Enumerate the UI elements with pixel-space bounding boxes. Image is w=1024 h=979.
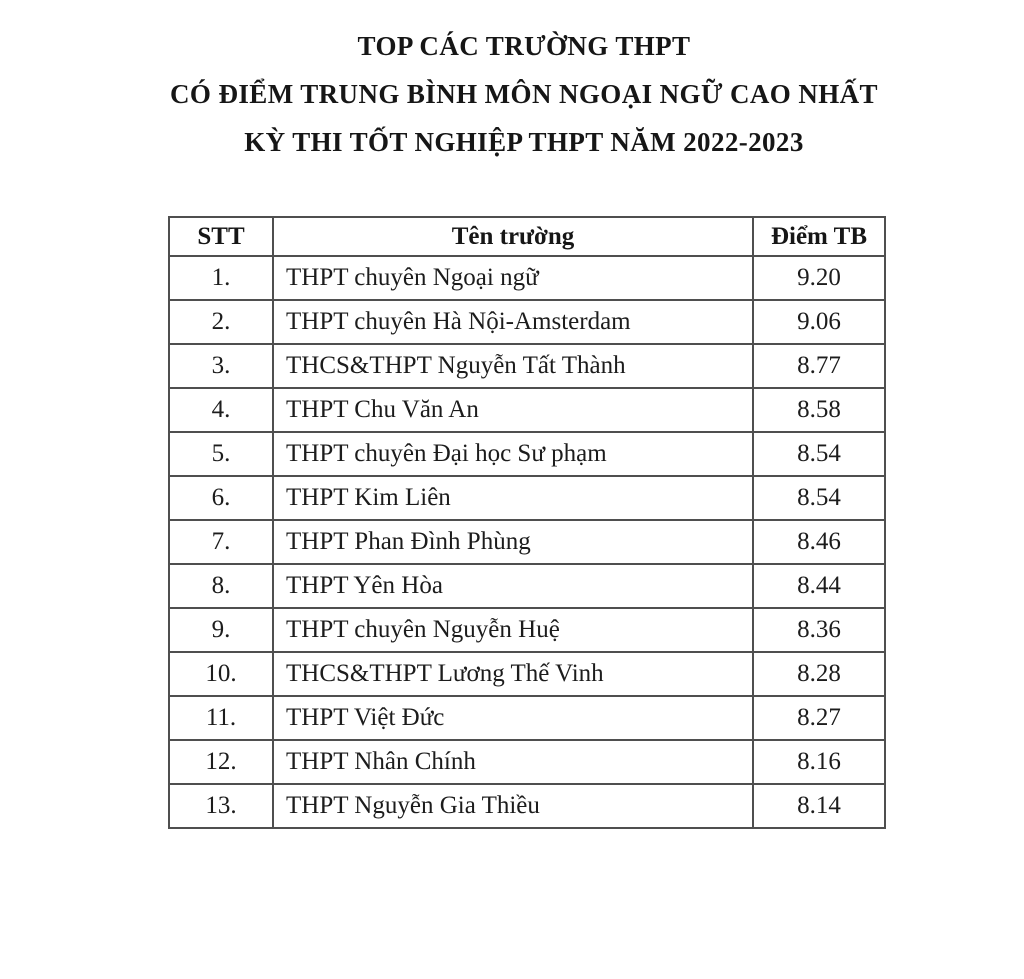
table-container: STT Tên trường Điểm TB 1. THPT chuyên Ngo…: [24, 216, 1024, 829]
school-name-cell: THPT Việt Đức: [272, 695, 754, 741]
row-index-cell: 3.: [168, 343, 274, 389]
table-row: 3. THCS&THPT Nguyễn Tất Thành 8.77: [168, 343, 886, 389]
score-cell: 8.54: [752, 475, 886, 521]
table-body: 1. THPT chuyên Ngoại ngữ 9.20 2. THPT chuyên…: [168, 255, 886, 829]
score-cell: 8.16: [752, 739, 886, 785]
score-cell: 8.77: [752, 343, 886, 389]
row-index-cell: 11.: [168, 695, 274, 741]
row-index-cell: 5.: [168, 431, 274, 477]
row-index-cell: 12.: [168, 739, 274, 785]
table-row: 7. THPT Phan Đình Phùng 8.46: [168, 519, 886, 565]
column-header-stt: STT: [168, 216, 274, 257]
table-row: 10. THCS&THPT Lương Thế Vinh 8.28: [168, 651, 886, 697]
column-header-score: Điểm TB: [752, 216, 886, 257]
score-cell: 8.46: [752, 519, 886, 565]
row-index-cell: 13.: [168, 783, 274, 829]
score-cell: 8.28: [752, 651, 886, 697]
table-row: 1. THPT chuyên Ngoại ngữ 9.20: [168, 255, 886, 301]
table-row: 13. THPT Nguyễn Gia Thiều 8.14: [168, 783, 886, 829]
table-row: 8. THPT Yên Hòa 8.44: [168, 563, 886, 609]
row-index-cell: 6.: [168, 475, 274, 521]
table-row: 4. THPT Chu Văn An 8.58: [168, 387, 886, 433]
school-name-cell: THPT chuyên Ngoại ngữ: [272, 255, 754, 301]
row-index-cell: 4.: [168, 387, 274, 433]
title-line-3: KỲ THI TỐT NGHIỆP THPT NĂM 2022-2023: [244, 127, 804, 157]
row-index-cell: 1.: [168, 255, 274, 301]
row-index-cell: 10.: [168, 651, 274, 697]
school-name-cell: THPT Kim Liên: [272, 475, 754, 521]
score-cell: 8.44: [752, 563, 886, 609]
school-name-cell: THPT Nhân Chính: [272, 739, 754, 785]
table-row: 6. THPT Kim Liên 8.54: [168, 475, 886, 521]
row-index-cell: 7.: [168, 519, 274, 565]
document-title: TOP CÁC TRƯỜNG THPT CÓ ĐIỂM TRUNG BÌNH M…: [24, 22, 1024, 166]
school-name-cell: THPT Chu Văn An: [272, 387, 754, 433]
row-index-cell: 9.: [168, 607, 274, 653]
table-row: 11. THPT Việt Đức 8.27: [168, 695, 886, 741]
school-name-cell: THPT Nguyễn Gia Thiều: [272, 783, 754, 829]
title-line-1: TOP CÁC TRƯỜNG THPT: [357, 31, 691, 61]
score-cell: 8.14: [752, 783, 886, 829]
score-cell: 8.36: [752, 607, 886, 653]
table-row: 9. THPT chuyên Nguyễn Huệ 8.36: [168, 607, 886, 653]
score-cell: 8.54: [752, 431, 886, 477]
table-row: 12. THPT Nhân Chính 8.16: [168, 739, 886, 785]
school-name-cell: THPT Yên Hòa: [272, 563, 754, 609]
school-name-cell: THCS&THPT Nguyễn Tất Thành: [272, 343, 754, 389]
row-index-cell: 2.: [168, 299, 274, 345]
school-name-cell: THPT Phan Đình Phùng: [272, 519, 754, 565]
scores-table: STT Tên trường Điểm TB 1. THPT chuyên Ngo…: [168, 216, 886, 829]
school-name-cell: THPT chuyên Hà Nội-Amsterdam: [272, 299, 754, 345]
row-index-cell: 8.: [168, 563, 274, 609]
score-cell: 8.58: [752, 387, 886, 433]
table-row: 5. THPT chuyên Đại học Sư phạm 8.54: [168, 431, 886, 477]
school-name-cell: THPT chuyên Nguyễn Huệ: [272, 607, 754, 653]
score-cell: 8.27: [752, 695, 886, 741]
column-header-school: Tên trường: [272, 216, 754, 257]
score-cell: 9.20: [752, 255, 886, 301]
table-row: 2. THPT chuyên Hà Nội-Amsterdam 9.06: [168, 299, 886, 345]
school-name-cell: THPT chuyên Đại học Sư phạm: [272, 431, 754, 477]
score-cell: 9.06: [752, 299, 886, 345]
title-line-2: CÓ ĐIỂM TRUNG BÌNH MÔN NGOẠI NGỮ CAO NHẤ…: [170, 79, 878, 109]
document-page: TOP CÁC TRƯỜNG THPT CÓ ĐIỂM TRUNG BÌNH M…: [24, 22, 1024, 829]
school-name-cell: THCS&THPT Lương Thế Vinh: [272, 651, 754, 697]
table-header-row: STT Tên trường Điểm TB: [168, 216, 886, 257]
